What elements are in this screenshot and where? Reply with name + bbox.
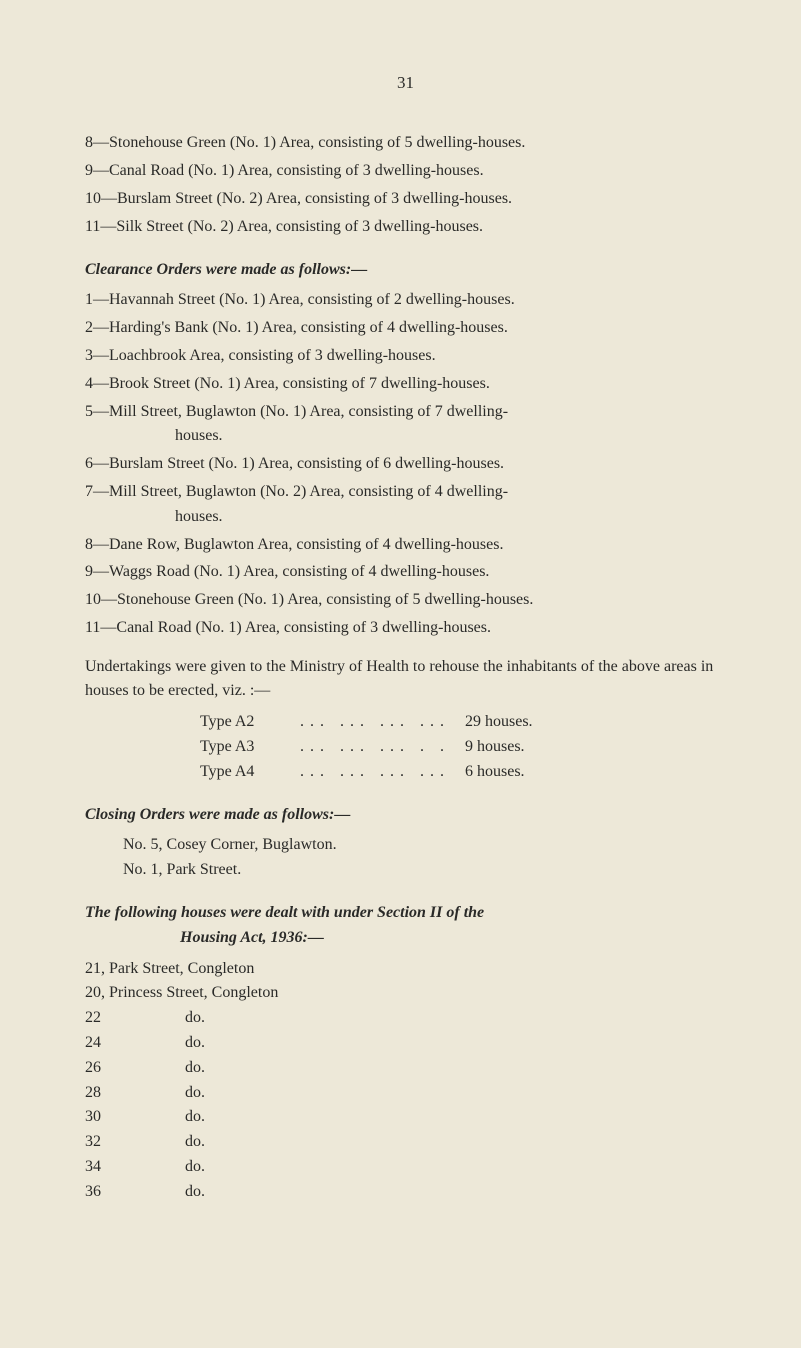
- list-item: 4—Brook Street (No. 1) Area, consisting …: [85, 372, 726, 397]
- type-line: Type A3... ... ... . .9 houses.: [85, 735, 726, 760]
- do-num: 24: [85, 1031, 185, 1056]
- do-item: 36do.: [85, 1180, 726, 1205]
- following-item: 21, Park Street, Congleton: [85, 957, 726, 982]
- do-item: 28do.: [85, 1081, 726, 1106]
- do-item: 22do.: [85, 1006, 726, 1031]
- list-item: 5—Mill Street, Buglawton (No. 1) Area, c…: [85, 400, 726, 450]
- list-item: 10—Stonehouse Green (No. 1) Area, consis…: [85, 588, 726, 613]
- type-line: Type A4... ... ... ...6 houses.: [85, 760, 726, 785]
- do-text: do.: [185, 1034, 205, 1051]
- do-item: 30do.: [85, 1105, 726, 1130]
- type-value: 6 houses.: [465, 763, 525, 780]
- do-num: 26: [85, 1056, 185, 1081]
- do-num: 32: [85, 1130, 185, 1155]
- do-item: 26do.: [85, 1056, 726, 1081]
- do-text: do.: [185, 1084, 205, 1101]
- do-item: 34do.: [85, 1155, 726, 1180]
- do-text: do.: [185, 1009, 205, 1026]
- clearance-heading: Clearance Orders were made as follows:—: [85, 258, 726, 283]
- do-text: do.: [185, 1133, 205, 1150]
- clearance-list: 1—Havannah Street (No. 1) Area, consisti…: [85, 288, 726, 640]
- undertakings-text: Undertakings were given to the Ministry …: [85, 655, 726, 705]
- initial-list: 8—Stonehouse Green (No. 1) Area, consist…: [85, 131, 726, 239]
- do-num: 22: [85, 1006, 185, 1031]
- following-heading-line2: Housing Act, 1936:—: [85, 926, 726, 951]
- do-item: 32do.: [85, 1130, 726, 1155]
- list-item: 9—Waggs Road (No. 1) Area, consisting of…: [85, 560, 726, 585]
- do-num: 28: [85, 1081, 185, 1106]
- list-continuation: houses.: [125, 424, 726, 449]
- list-item: 8—Stonehouse Green (No. 1) Area, consist…: [85, 131, 726, 156]
- list-item: 8—Dane Row, Buglawton Area, consisting o…: [85, 533, 726, 558]
- types-block: Type A2... ... ... ...29 houses.Type A3.…: [85, 710, 726, 784]
- closing-heading: Closing Orders were made as follows:—: [85, 803, 726, 828]
- list-item: 10—Burslam Street (No. 2) Area, consisti…: [85, 187, 726, 212]
- list-item: 1—Havannah Street (No. 1) Area, consisti…: [85, 288, 726, 313]
- list-item: 11—Canal Road (No. 1) Area, consisting o…: [85, 616, 726, 641]
- following-heading-line1: The following houses were dealt with und…: [85, 901, 726, 926]
- type-label: Type A2: [200, 710, 285, 735]
- do-item: 24do.: [85, 1031, 726, 1056]
- type-label: Type A3: [200, 735, 285, 760]
- do-list: 22do.24do.26do.28do.30do.32do.34do.36do.: [85, 1006, 726, 1204]
- list-item: 3—Loachbrook Area, consisting of 3 dwell…: [85, 344, 726, 369]
- list-item: 6—Burslam Street (No. 1) Area, consistin…: [85, 452, 726, 477]
- closing-item: No. 1, Park Street.: [85, 858, 726, 883]
- do-num: 36: [85, 1180, 185, 1205]
- dots: ... ... ... ...: [285, 710, 465, 735]
- dots: ... ... ... ...: [285, 760, 465, 785]
- list-item: 7—Mill Street, Buglawton (No. 2) Area, c…: [85, 480, 726, 530]
- do-text: do.: [185, 1059, 205, 1076]
- page-number: 31: [85, 70, 726, 96]
- do-text: do.: [185, 1158, 205, 1175]
- list-item: 9—Canal Road (No. 1) Area, consisting of…: [85, 159, 726, 184]
- type-label: Type A4: [200, 760, 285, 785]
- type-line: Type A2... ... ... ...29 houses.: [85, 710, 726, 735]
- undertakings-content: Undertakings were given to the Ministry …: [85, 658, 713, 700]
- closing-list: No. 5, Cosey Corner, Buglawton.No. 1, Pa…: [85, 833, 726, 883]
- following-item: 20, Princess Street, Congleton: [85, 981, 726, 1006]
- following-list: 21, Park Street, Congleton20, Princess S…: [85, 957, 726, 1007]
- do-num: 34: [85, 1155, 185, 1180]
- do-num: 30: [85, 1105, 185, 1130]
- do-text: do.: [185, 1108, 205, 1125]
- closing-item: No. 5, Cosey Corner, Buglawton.: [85, 833, 726, 858]
- list-item: 2—Harding's Bank (No. 1) Area, consistin…: [85, 316, 726, 341]
- list-item: 11—Silk Street (No. 2) Area, consisting …: [85, 215, 726, 240]
- list-continuation: houses.: [125, 505, 726, 530]
- type-value: 9 houses.: [465, 738, 525, 755]
- following-heading: The following houses were dealt with und…: [85, 901, 726, 951]
- dots: ... ... ... . .: [285, 735, 465, 760]
- do-text: do.: [185, 1183, 205, 1200]
- type-value: 29 houses.: [465, 713, 533, 730]
